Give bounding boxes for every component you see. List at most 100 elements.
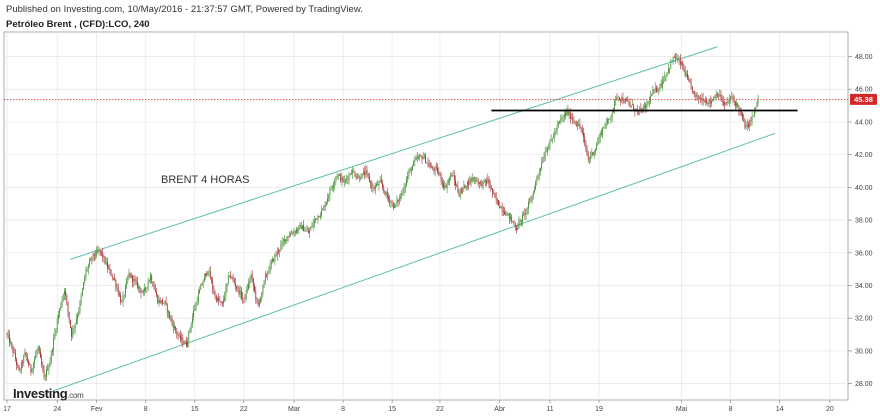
candle-body [13, 352, 15, 354]
candle-body [572, 118, 574, 121]
candle-body [452, 175, 454, 177]
candle-body [682, 62, 684, 68]
y-tick-label: 34.00 [855, 283, 873, 290]
candle-body [490, 187, 492, 189]
candle-body [736, 103, 737, 106]
candle-body [433, 168, 435, 171]
candle-body [630, 105, 632, 106]
candle-body [38, 346, 40, 352]
candle-body [297, 229, 299, 231]
candle-body [653, 90, 655, 91]
candle-body [163, 303, 165, 304]
candle-body [506, 213, 508, 216]
candle-body [242, 297, 244, 299]
candle-body [574, 121, 576, 124]
candle-body [237, 287, 239, 289]
candle-body [563, 113, 565, 118]
x-tick-label: 15 [191, 406, 199, 413]
y-tick-label: 32.00 [855, 316, 873, 323]
candle-body [278, 250, 279, 252]
x-tick-label: 15 [388, 406, 396, 413]
candle-body [395, 204, 397, 206]
candle-body [603, 127, 605, 129]
candle-body [410, 168, 412, 171]
trend-channel [41, 46, 775, 396]
candle-body [389, 198, 391, 203]
candle-body [595, 149, 596, 152]
candle-body [199, 289, 200, 294]
candle-body [586, 149, 588, 155]
candle-body [251, 274, 253, 279]
candle-body [518, 221, 520, 229]
candle-body [701, 98, 703, 100]
candle-body [640, 108, 642, 110]
candle-body [610, 116, 612, 120]
candle-body [166, 304, 168, 313]
candle-body [451, 174, 453, 177]
candle-body [725, 102, 727, 105]
candle-body [427, 162, 429, 164]
candle-body [205, 273, 206, 277]
candle-body [577, 125, 578, 126]
candle-body [621, 97, 623, 101]
candle-body [382, 183, 383, 188]
candle-body [285, 239, 287, 242]
candle-body [176, 330, 178, 334]
candle-body [29, 364, 31, 366]
candle-body [215, 296, 217, 302]
candle-body [560, 119, 562, 121]
y-axis: 28.00 30.00 32.00 34.00 36.00 38.00 40.00 42.00… [848, 54, 877, 388]
candle-body [169, 311, 171, 318]
candle-body [304, 230, 306, 232]
candle-body [628, 101, 630, 104]
candle-body [752, 115, 754, 117]
candle-body [310, 226, 312, 231]
candle-body [153, 286, 155, 290]
candle-body [352, 170, 354, 174]
candle-body [365, 169, 367, 175]
candle-body [309, 230, 310, 234]
candle-body [334, 181, 336, 186]
candle-body [290, 233, 291, 237]
candle-body [717, 93, 718, 96]
candle-body [59, 308, 61, 315]
candle-body [36, 351, 38, 355]
candle-body [750, 119, 752, 121]
candle-body [194, 308, 196, 311]
candle-body [157, 294, 159, 304]
y-tick-label: 48.00 [855, 54, 873, 61]
candle-body [134, 278, 136, 281]
candle-body [702, 98, 704, 102]
candle-body [156, 292, 157, 295]
candle-body [414, 159, 416, 162]
candle-body [708, 99, 710, 104]
y-tick-label: 38.00 [855, 218, 873, 225]
candle-body [510, 216, 511, 219]
candle-body [571, 118, 572, 119]
candle-body [328, 195, 330, 199]
candle-body [519, 219, 521, 222]
candle-body [235, 283, 236, 287]
candle-body [147, 282, 149, 288]
candle-body [446, 183, 448, 188]
candle-body [648, 101, 650, 103]
candle-body [541, 162, 543, 169]
candle-body [685, 74, 687, 76]
candle-body [557, 123, 559, 126]
candle-body [487, 179, 489, 183]
candle-body [443, 183, 444, 188]
candle-body [605, 123, 607, 128]
candle-body [540, 168, 541, 172]
candle-body [632, 104, 633, 106]
candle-body [624, 99, 626, 103]
candle-body [262, 284, 264, 293]
candle-body [83, 282, 84, 290]
candle-body [691, 86, 693, 93]
candle-body [213, 288, 215, 294]
candle-body [6, 333, 8, 335]
candle-body [542, 161, 544, 163]
candle-body [505, 213, 507, 216]
candle-body [263, 280, 265, 285]
candle-body [678, 59, 680, 61]
